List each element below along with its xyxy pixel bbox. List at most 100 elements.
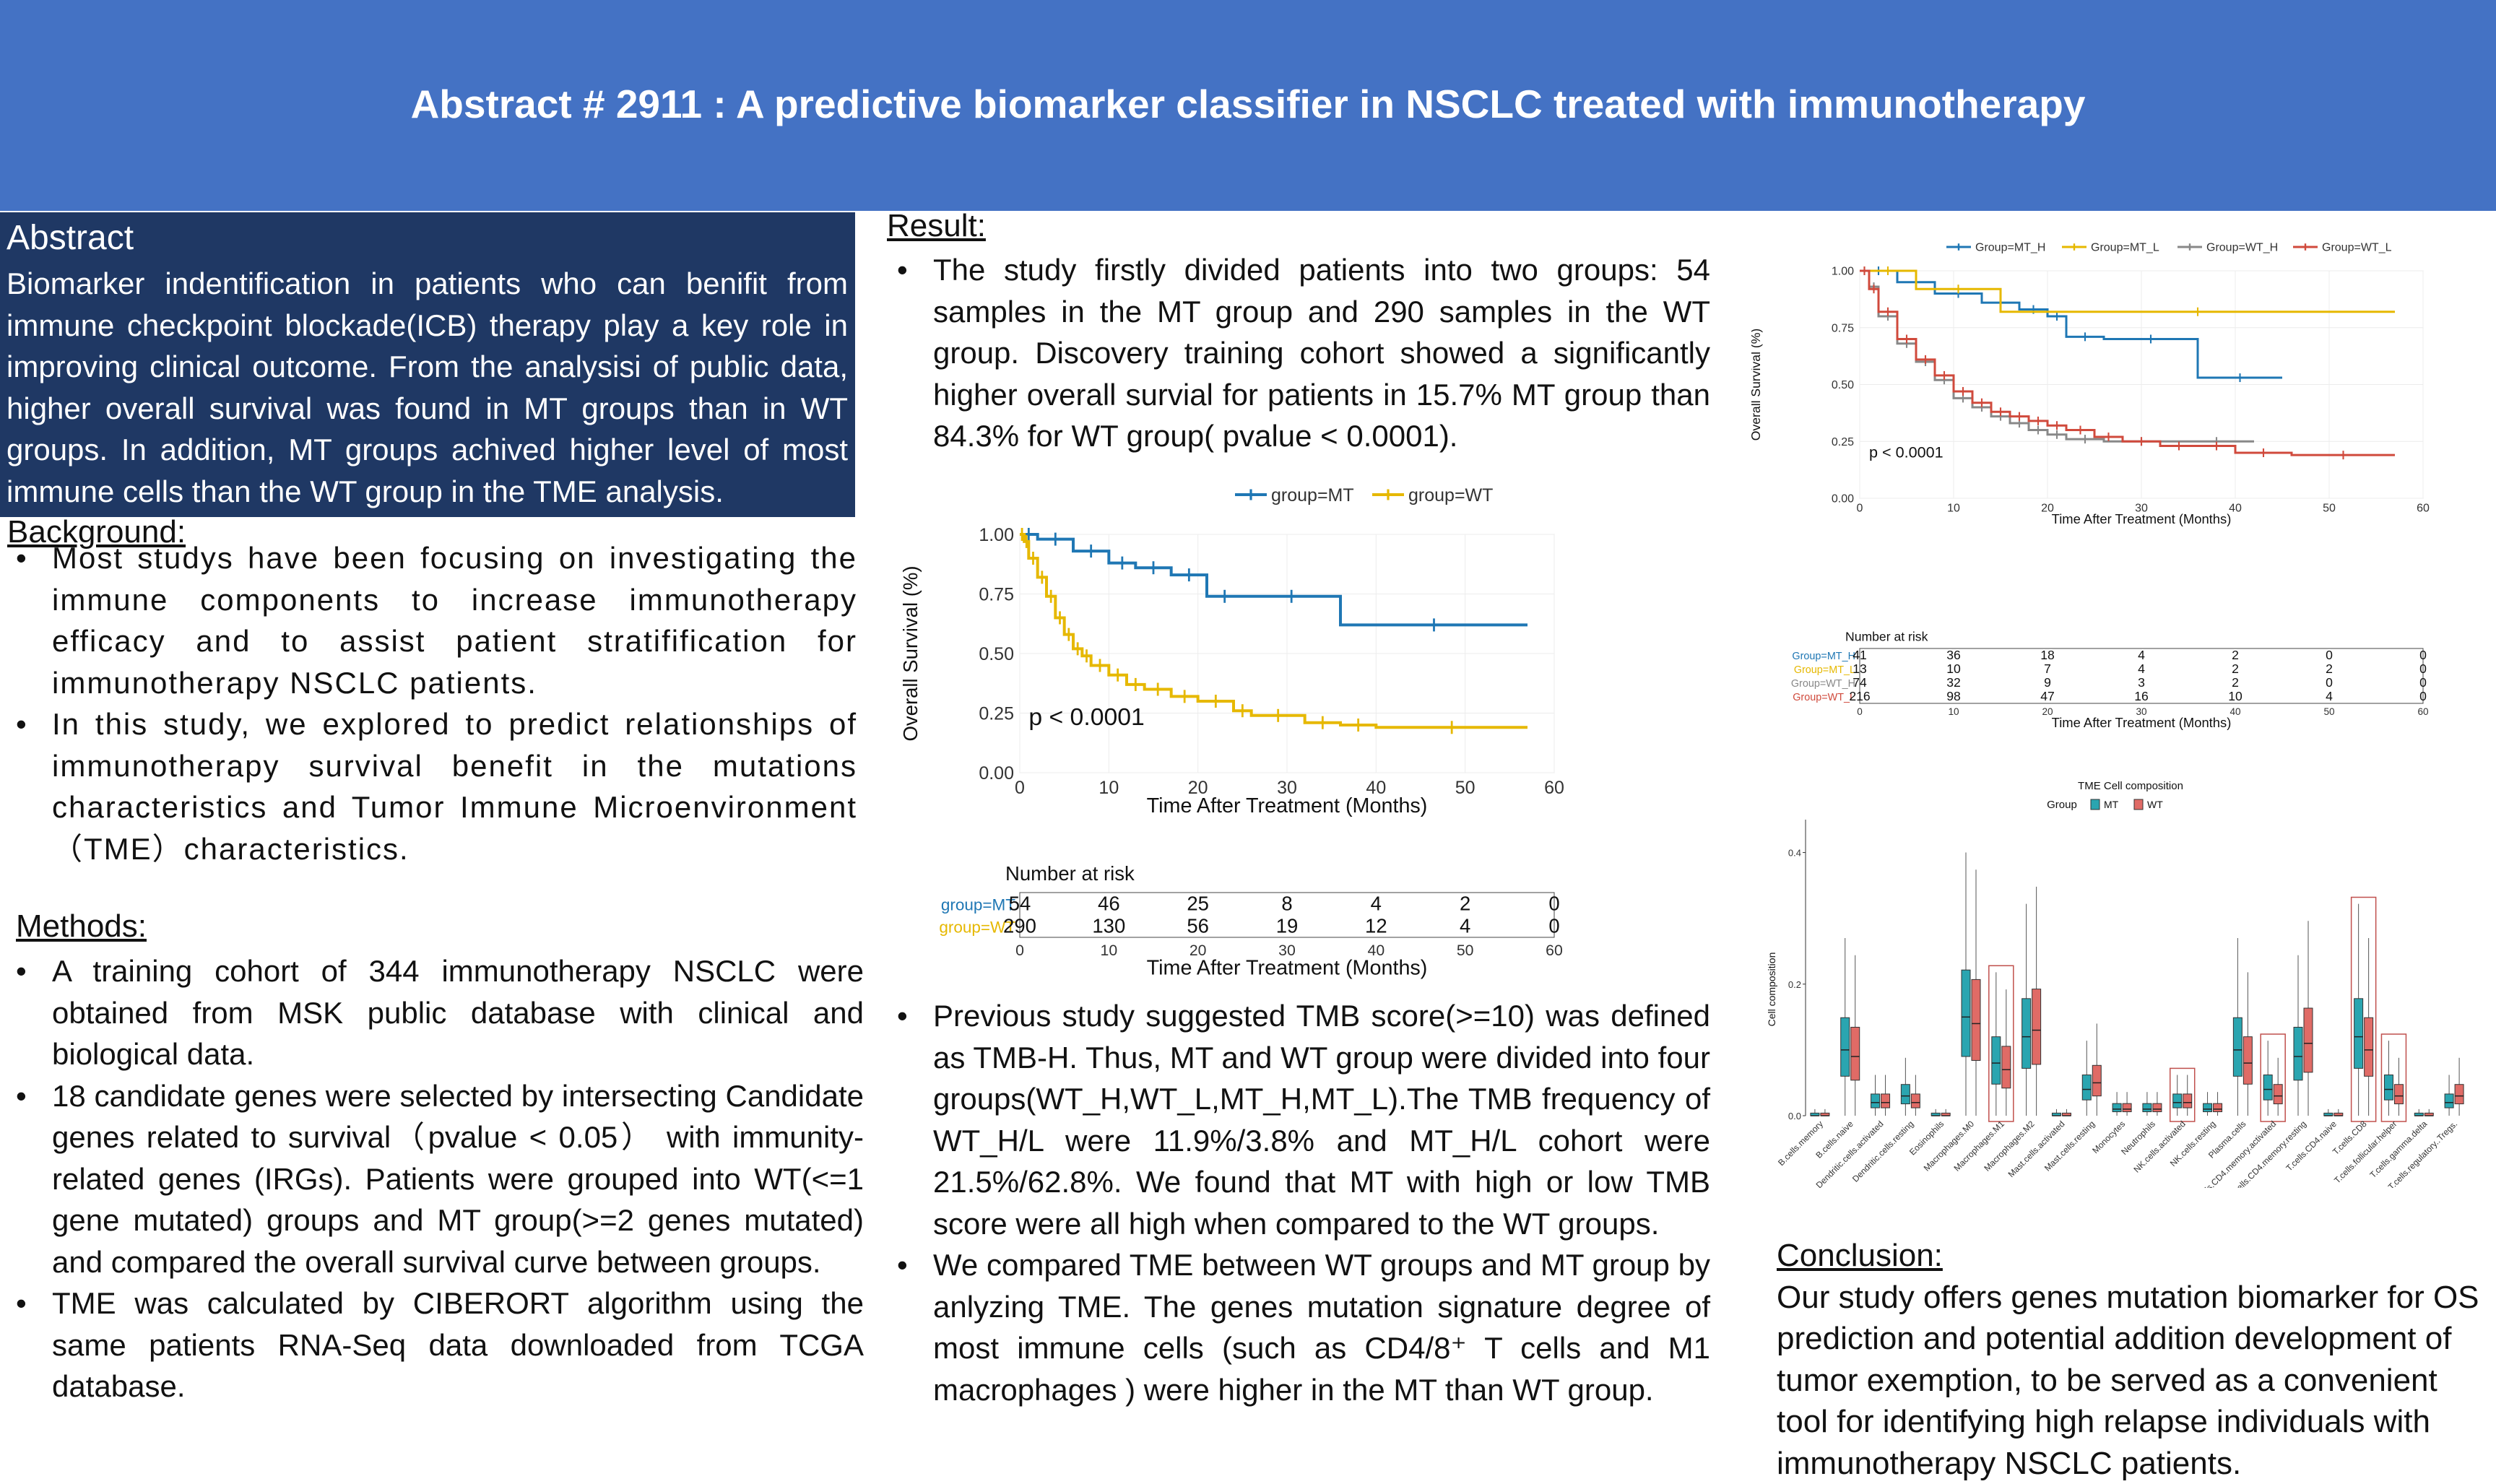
x-tick-label: 50 — [1455, 778, 1476, 798]
risk-count: 4 — [2138, 648, 2145, 662]
risk-x-axis-label: Time After Treatment (Months) — [2052, 715, 2232, 730]
risk-count: 0 — [1548, 892, 1559, 914]
risk-row-label: Group=MT_L — [1794, 664, 1855, 676]
box — [2183, 1094, 2192, 1108]
y-tick-label: 1.00 — [1832, 266, 1854, 278]
y-tick-label: 0.2 — [1788, 979, 1801, 990]
x-tick-label: 10 — [1947, 502, 1960, 514]
risk-x-axis-label: Time After Treatment (Months) — [1147, 956, 1428, 979]
methods-item: 18 candidate genes were selected by inte… — [7, 1075, 864, 1283]
p-value-annotation: p < 0.0001 — [1028, 703, 1144, 731]
risk-count: 130 — [1092, 914, 1125, 937]
risk-count: 2 — [2232, 675, 2239, 690]
box — [2263, 1075, 2272, 1101]
legend-label: MT — [2104, 799, 2119, 810]
background-list: Most studys have been focusing on invest… — [7, 537, 857, 869]
box — [2092, 1065, 2101, 1095]
box — [2294, 1027, 2302, 1080]
box — [2002, 1046, 2011, 1088]
y-tick-label: 0.25 — [979, 703, 1014, 724]
risk-count: 74 — [1852, 675, 1867, 690]
box — [2173, 1094, 2182, 1108]
risk-count: 19 — [1276, 914, 1299, 937]
risk-count: 2 — [1460, 892, 1470, 914]
box — [2204, 1103, 2212, 1111]
risk-count: 4 — [1460, 914, 1470, 937]
result-item: We compared TME between WT groups and MT… — [888, 1244, 1710, 1410]
x-tick-label: 0 — [1015, 778, 1025, 798]
risk-count: 10 — [1946, 661, 1961, 676]
risk-count: 10 — [2228, 689, 2242, 703]
conclusion-title: Conclusion: — [1777, 1235, 2481, 1277]
box — [1841, 1017, 1850, 1076]
box — [2354, 999, 2363, 1069]
risk-table-title: Number at risk — [1005, 862, 1135, 885]
box — [2143, 1103, 2152, 1111]
result-list-top: The study firstly divided patients into … — [888, 249, 1710, 457]
risk-count: 2 — [2232, 648, 2239, 662]
legend-label: Group=MT_H — [1975, 242, 2045, 254]
legend-swatch — [2134, 799, 2143, 810]
abstract-box: Abstract Biomarker indentification in pa… — [0, 212, 855, 517]
risk-count: 12 — [1365, 914, 1387, 937]
x-tick-label: 50 — [2323, 502, 2336, 514]
risk-time-label: 10 — [1101, 942, 1118, 959]
risk-count: 4 — [2138, 661, 2145, 676]
y-tick-label: 0.75 — [1832, 322, 1854, 334]
background-item: Most studys have been focusing on invest… — [7, 537, 857, 703]
risk-time-label: 50 — [2323, 706, 2335, 717]
y-tick-label: 0.75 — [979, 584, 1014, 604]
box — [1901, 1085, 1910, 1104]
legend-label: Group=WT_L — [2322, 242, 2392, 254]
box — [2123, 1103, 2131, 1111]
risk-row-label: Group=WT_L — [1793, 692, 1855, 703]
risk-count: 290 — [1003, 914, 1036, 937]
risk-count: 9 — [2044, 675, 2051, 690]
risk-count: 8 — [1281, 892, 1292, 914]
risk-time-label: 0 — [1015, 942, 1024, 959]
x-tick-label: 60 — [2417, 502, 2430, 514]
risk-count: 0 — [2419, 675, 2427, 690]
risk-count: 56 — [1187, 914, 1209, 937]
risk-time-label: 10 — [1948, 706, 1959, 717]
result-item: The study firstly divided patients into … — [888, 249, 1710, 457]
legend-label: group=MT — [1271, 485, 1354, 505]
y-axis-label: Overall Survival (%) — [1751, 329, 1763, 441]
risk-count: 4 — [2326, 689, 2333, 703]
box — [1962, 970, 1970, 1056]
risk-count: 41 — [1852, 648, 1867, 662]
category-label: NK.cells.activated — [2132, 1119, 2188, 1174]
box — [1851, 1027, 1860, 1080]
box — [2214, 1103, 2222, 1111]
x-axis-label: Time After Treatment (Months) — [2052, 511, 2232, 526]
legend-label: Group=WT_H — [2206, 242, 2278, 254]
risk-count: 47 — [2040, 689, 2055, 703]
abstract-title: Abstract — [6, 218, 134, 258]
risk-time-label: 60 — [1546, 942, 1563, 959]
risk-count: 36 — [1946, 648, 1961, 662]
y-axis-label: Overall Survival (%) — [899, 566, 922, 742]
risk-count: 4 — [1371, 892, 1382, 914]
category-label: Mast.cells.activated — [2006, 1119, 2067, 1179]
category-label: B.cells.memory — [1776, 1119, 1825, 1168]
risk-count: 0 — [2326, 675, 2333, 690]
boxplot-title: TME Cell composition — [2078, 780, 2183, 792]
box — [1992, 1037, 2001, 1085]
y-axis-label: Cell composition — [1766, 953, 1777, 1027]
risk-count: 98 — [1946, 689, 1961, 703]
title-banner: Abstract # 2911 : A predictive biomarker… — [0, 0, 2496, 211]
box — [2082, 1075, 2091, 1101]
legend-label: group=WT — [1408, 485, 1493, 505]
box — [2384, 1075, 2393, 1101]
y-tick-label: 0.25 — [1832, 436, 1854, 448]
x-tick-label: 60 — [1544, 778, 1564, 798]
y-tick-label: 0.0 — [1788, 1111, 1801, 1121]
risk-count: 0 — [2419, 689, 2427, 703]
risk-count: 54 — [1009, 892, 1031, 914]
risk-count: 2 — [2232, 661, 2239, 676]
risk-time-label: 40 — [2230, 706, 2241, 717]
risk-time-label: 60 — [2417, 706, 2429, 717]
legend-label: Group=MT_L — [2091, 242, 2159, 254]
y-tick-label: 0.00 — [1832, 493, 1854, 505]
